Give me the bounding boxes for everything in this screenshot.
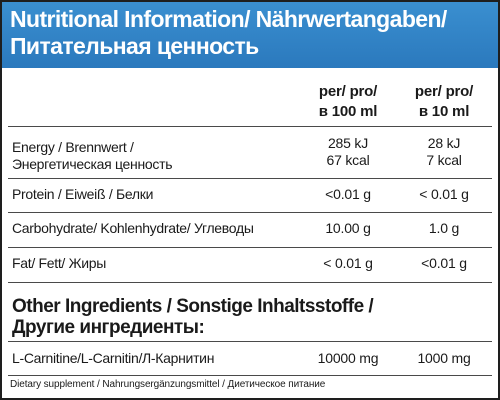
nutrient-name: Carbohydrate/ Kohlenhydrate/ Углеводы	[12, 220, 254, 236]
divider	[8, 375, 492, 376]
nutrient-row-protein: Protein / Eiweiß / Белки <0.01 g < 0.01 …	[2, 186, 498, 210]
nutrient-row-energy: Energy / Brennwert / Энергетическая ценн…	[2, 135, 498, 179]
other-ingredients-heading-line2: Другие ингредиенты:	[12, 317, 205, 338]
other-ingredients-heading-line1: Other Ingredients / Sonstige Inhaltsstof…	[12, 296, 374, 317]
nutrient-name: Fat/ Fett/ Жиры	[12, 255, 106, 271]
column-header-per-10ml-line2: в 10 ml	[418, 103, 470, 120]
column-header-per-10ml-line1: per/ pro/	[414, 83, 474, 100]
nutrition-header: Nutritional Information/ Nährwertangaben…	[2, 2, 498, 68]
value-per-100ml: 285 kJ 67 kcal	[304, 135, 392, 169]
value-per-10ml: <0.01 g	[421, 255, 467, 271]
value-per-100ml: 10000 mg	[317, 350, 379, 366]
value-per-10ml-line1: 28 kJ	[427, 135, 461, 151]
value-per-100ml: <0.01 g	[325, 186, 371, 202]
ingredient-name: L-Carnitine/L-Carnitin/Л-Карнитин	[12, 350, 215, 366]
nutrient-name: Protein / Eiweiß / Белки	[12, 186, 154, 202]
value-per-100ml-line2: 67 kcal	[326, 152, 370, 168]
value-per-100ml-line1: 285 kJ	[327, 135, 369, 151]
value-per-10ml: 1000 mg	[417, 350, 471, 366]
ingredient-row-l-carnitine: L-Carnitine/L-Carnitin/Л-Карнитин 10000 …	[2, 350, 498, 374]
value-per-100ml: 10.00 g	[325, 220, 371, 236]
divider	[8, 126, 492, 127]
nutrient-row-fat: Fat/ Fett/ Жиры < 0.01 g <0.01 g	[2, 255, 498, 279]
divider	[8, 341, 492, 342]
column-header-per-100ml-line1: per/ pro/	[318, 83, 378, 100]
nutrient-name: Energy / Brennwert / Энергетическая ценн…	[12, 139, 173, 173]
footer-note: Dietary supplement / Nahrungsergänzungsm…	[10, 379, 326, 390]
divider	[8, 178, 492, 179]
column-header-per-10ml: per/ pro/ в 10 ml	[400, 82, 488, 122]
divider	[8, 247, 492, 248]
column-header-per-100ml: per/ pro/ в 100 ml	[304, 82, 392, 122]
nutrient-name-line1: Energy / Brennwert /	[12, 139, 134, 155]
value-per-10ml-line2: 7 kcal	[426, 152, 462, 168]
title-line-2: Питательная ценность	[10, 33, 259, 59]
title-line-1: Nutritional Information/ Nährwertangaben…	[10, 6, 447, 32]
value-per-10ml: < 0.01 g	[419, 186, 469, 202]
divider	[8, 212, 492, 213]
nutrient-row-carbohydrate: Carbohydrate/ Kohlenhydrate/ Углеводы 10…	[2, 220, 498, 244]
value-per-10ml: 1.0 g	[428, 220, 460, 236]
value-per-100ml: < 0.01 g	[323, 255, 373, 271]
other-ingredients-heading: Other Ingredients / Sonstige Inhaltsstof…	[12, 296, 374, 338]
column-header-per-100ml-line2: в 100 ml	[318, 103, 378, 120]
nutrient-name-line2: Энергетическая ценность	[12, 156, 173, 172]
value-per-10ml: 28 kJ 7 kcal	[400, 135, 488, 169]
divider	[8, 282, 492, 283]
